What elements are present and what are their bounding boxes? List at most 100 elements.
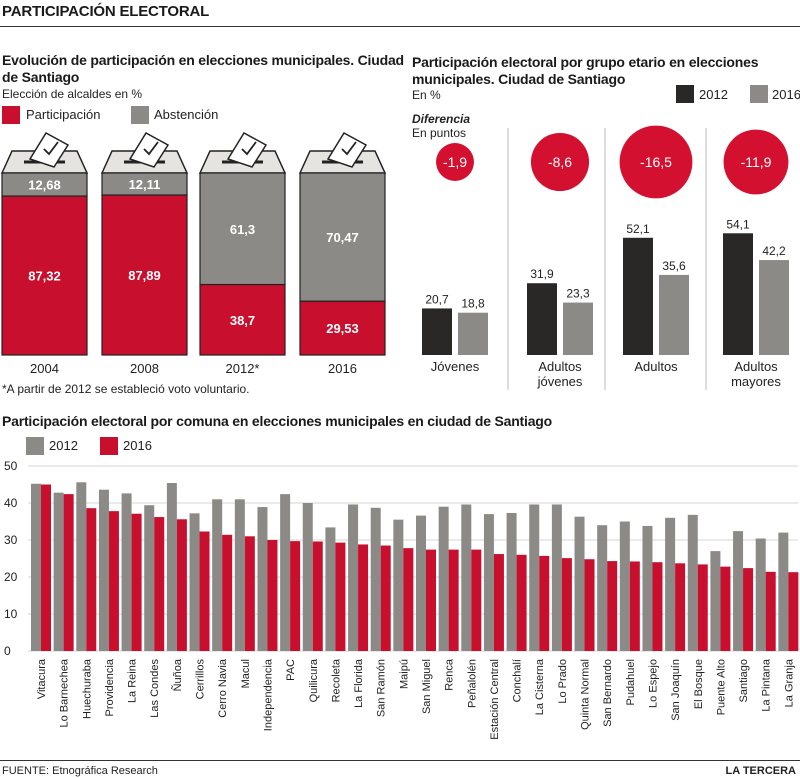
value-label-2016: 42,2 (762, 244, 786, 258)
commune-label: Maipú (398, 659, 410, 689)
commune-label: Lo Barnechea (59, 658, 71, 727)
label-participation: 38,7 (230, 313, 255, 328)
bar-2012 (166, 483, 177, 651)
commune-label: La Florida (353, 658, 365, 708)
group-label: Adultos (734, 359, 778, 374)
bar-2012 (422, 308, 452, 355)
commune-label: Huechuraba (81, 658, 93, 719)
bar-2012 (31, 483, 41, 651)
bar-2016 (108, 511, 119, 651)
bar-2012 (687, 514, 698, 651)
difference-title: Diferencia (412, 112, 471, 126)
bar-2012 (234, 499, 245, 651)
bar-participation (1, 195, 88, 356)
y-tick-label: 20 (4, 570, 18, 584)
commune-label: Puente Alto (715, 659, 727, 715)
commune-label: Quinta Normal (580, 659, 592, 730)
bar-2012 (483, 514, 494, 651)
difference-label: -16,5 (640, 154, 672, 170)
bar-2016 (516, 554, 527, 651)
value-label-2016: 23,3 (566, 287, 590, 301)
group-label: jóvenes (537, 374, 583, 389)
bar-2012 (733, 531, 744, 651)
commune-label: San Bernardo (602, 659, 614, 727)
bar-2012 (98, 489, 109, 651)
bar-2016 (380, 545, 391, 651)
bar-2012 (755, 538, 766, 651)
value-label-2016: 35,6 (662, 259, 686, 273)
bar-2012 (642, 525, 653, 651)
commune-label: La Granja (783, 658, 795, 707)
bar-2016 (788, 572, 799, 651)
check-mark-icon (341, 141, 357, 156)
bar-2012 (778, 532, 789, 651)
label-abstention: 70,47 (326, 230, 359, 245)
bar-participation (199, 283, 286, 356)
legend-2012-swatch (676, 85, 694, 103)
bar-2012 (348, 504, 359, 651)
bar-2012 (461, 504, 472, 651)
bar-2016 (697, 564, 708, 651)
difference-circle (436, 143, 474, 181)
panel2-unit: En % (412, 88, 441, 102)
label-abstention: 61,3 (230, 222, 255, 237)
legend3-2016-label: 2016 (123, 438, 152, 453)
bar-2016 (561, 558, 572, 651)
bar-2016 (493, 554, 504, 651)
bar-abstention (299, 172, 386, 302)
bar-2012 (623, 237, 653, 355)
page-title: PARTICIPACIÓN ELECTORAL (2, 3, 210, 20)
label-participation: 29,53 (326, 321, 359, 336)
bar-2016 (759, 260, 789, 355)
y-tick-label: 10 (4, 607, 18, 621)
bar-2016 (222, 534, 233, 651)
check-mark-icon (143, 141, 159, 156)
bar-2016 (63, 494, 74, 651)
bar-2016 (290, 541, 301, 651)
footer-brand: LA TERCERA (725, 765, 796, 777)
bar-2012 (325, 527, 336, 651)
bar-2016 (458, 312, 488, 355)
bar-2012 (212, 499, 223, 651)
commune-label: Pudahuel (625, 659, 637, 706)
bar-2016 (358, 544, 369, 651)
legend3-2012-label: 2012 (49, 438, 78, 453)
bar-2012 (506, 512, 517, 651)
commune-label: San Ramón (376, 659, 388, 717)
difference-circle (530, 132, 590, 192)
bar-2016 (607, 561, 618, 651)
panel2-title-line1: Participación electoral por grupo etario… (412, 54, 759, 70)
year-label: 2016 (328, 361, 357, 376)
y-tick-label: 50 (4, 459, 18, 473)
bar-2016 (335, 542, 346, 651)
bar-2016 (244, 536, 255, 651)
bar-2016 (41, 484, 51, 651)
legend-2016-label: 2016 (772, 87, 800, 102)
bar-2016 (563, 302, 593, 355)
year-label: 2008 (130, 361, 159, 376)
commune-label: Santiago (738, 659, 750, 702)
label-participation: 87,32 (28, 269, 61, 284)
commune-label: Lo Espejo (647, 659, 659, 708)
bar-2016 (426, 549, 436, 651)
bar-2016 (448, 549, 459, 651)
year-label: 2004 (30, 361, 59, 376)
label-abstention: 12,68 (28, 178, 61, 193)
bar-2016 (584, 559, 595, 651)
bar-2012 (597, 525, 608, 651)
commune-label: Macul (240, 659, 252, 688)
commune-label: Conchalí (512, 659, 524, 702)
bar-2012 (527, 283, 557, 355)
bar-2016 (471, 549, 482, 651)
commune-label: Ñuñoa (171, 658, 184, 691)
commune-label: San Joaquín (670, 659, 682, 721)
year-label: 2012* (226, 361, 260, 376)
bar-2016 (720, 566, 731, 651)
ballot-paper (28, 132, 70, 168)
bar-2012 (370, 507, 381, 651)
ballot-paper (326, 132, 368, 168)
bar-2016 (652, 562, 663, 651)
commune-label: El Bosque (693, 659, 705, 709)
legend-2016-swatch (750, 85, 768, 103)
ballot-paper (226, 132, 268, 168)
